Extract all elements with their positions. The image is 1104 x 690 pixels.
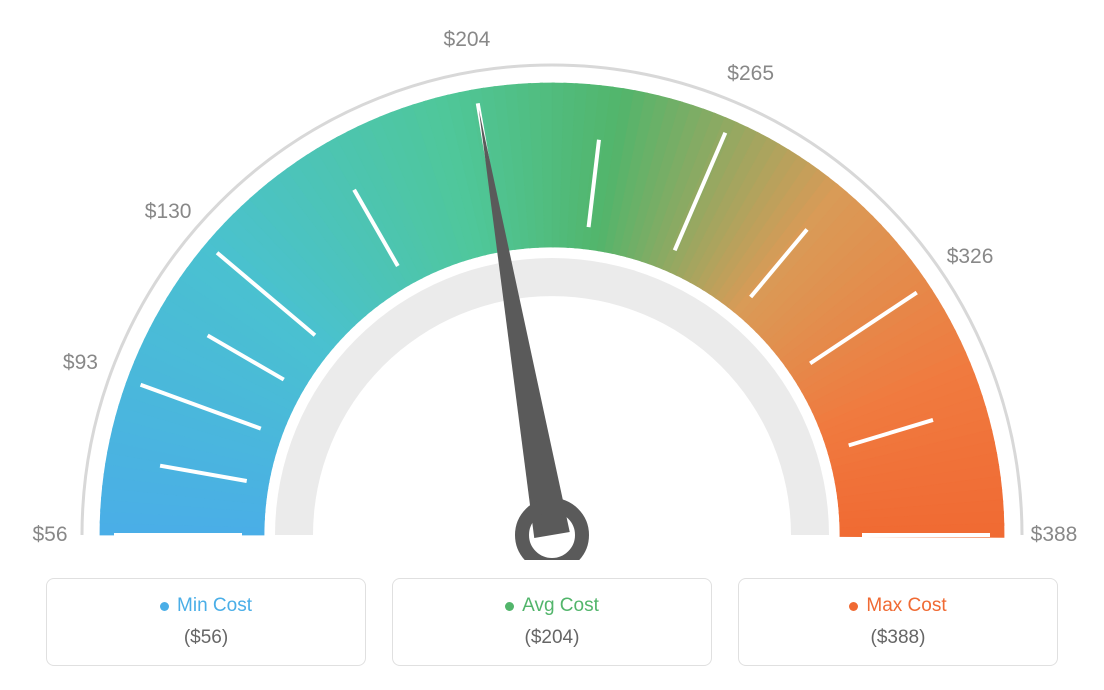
legend-dot-icon — [849, 602, 858, 611]
legend-card: Max Cost ($388) — [738, 578, 1058, 666]
gauge-tick-label: $93 — [63, 351, 98, 375]
legend-value: ($388) — [759, 627, 1037, 649]
gauge-tick-label: $326 — [947, 245, 994, 269]
gauge-tick-label: $388 — [1031, 523, 1078, 547]
legend-dot-icon — [160, 602, 169, 611]
gauge-tick-label: $204 — [444, 28, 491, 52]
legend-card: Min Cost ($56) — [46, 578, 366, 666]
gauge-tick-label: $265 — [727, 62, 774, 86]
legend-row: Min Cost ($56) Avg Cost ($204) Max Cost ($388… — [0, 578, 1104, 666]
legend-value: ($56) — [67, 627, 345, 649]
gauge-tick-label: $130 — [145, 200, 192, 224]
legend-title: Max Cost — [849, 595, 946, 617]
gauge-container: $56 $93 $130 $204 $265 $326 $388 — [0, 0, 1104, 560]
legend-card: Avg Cost ($204) — [392, 578, 712, 666]
legend-label: Min Cost — [177, 595, 252, 617]
legend-title: Min Cost — [160, 595, 252, 617]
legend-dot-icon — [505, 602, 514, 611]
gauge-svg — [0, 0, 1104, 560]
legend-value: ($204) — [413, 627, 691, 649]
legend-title: Avg Cost — [505, 595, 599, 617]
gauge-tick-label: $56 — [32, 523, 67, 547]
legend-label: Avg Cost — [522, 595, 599, 617]
legend-label: Max Cost — [866, 595, 946, 617]
